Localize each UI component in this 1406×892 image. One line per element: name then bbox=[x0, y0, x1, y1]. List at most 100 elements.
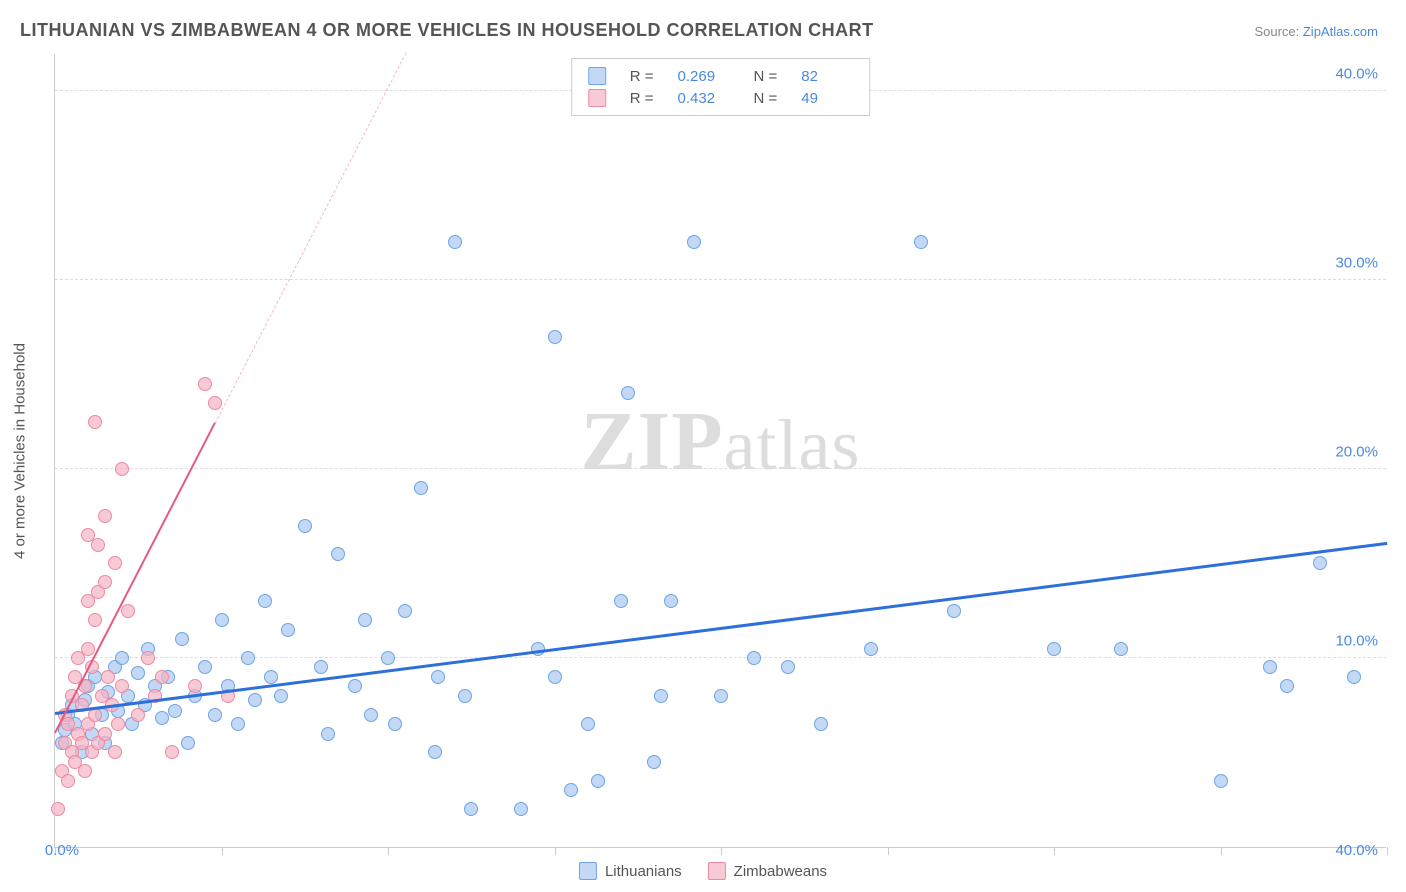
legend-n-value: 49 bbox=[801, 90, 853, 107]
data-point bbox=[264, 670, 278, 684]
x-tick bbox=[721, 847, 722, 855]
x-tick bbox=[555, 847, 556, 855]
data-point bbox=[108, 745, 122, 759]
chart-title: LITHUANIAN VS ZIMBABWEAN 4 OR MORE VEHIC… bbox=[20, 20, 874, 41]
legend-stats-row: R = 0.269N = 82 bbox=[588, 65, 854, 87]
legend-series-label: Zimbabweans bbox=[734, 863, 827, 880]
watermark-rest: atlas bbox=[724, 404, 861, 484]
data-point bbox=[208, 708, 222, 722]
data-point bbox=[464, 802, 478, 816]
data-point bbox=[98, 727, 112, 741]
data-point bbox=[514, 802, 528, 816]
legend-n-value: 82 bbox=[801, 68, 853, 85]
watermark-bold: ZIP bbox=[581, 394, 724, 487]
data-point bbox=[1280, 679, 1294, 693]
data-point bbox=[864, 642, 878, 656]
data-point bbox=[115, 462, 129, 476]
data-point bbox=[398, 604, 412, 618]
data-point bbox=[115, 679, 129, 693]
data-point bbox=[1263, 660, 1277, 674]
data-point bbox=[654, 689, 668, 703]
data-point bbox=[78, 764, 92, 778]
data-point bbox=[141, 651, 155, 665]
data-point bbox=[51, 802, 65, 816]
data-point bbox=[388, 717, 402, 731]
data-point bbox=[175, 632, 189, 646]
data-point bbox=[814, 717, 828, 731]
legend-series-item: Zimbabweans bbox=[708, 862, 827, 880]
y-tick-label: 20.0% bbox=[1335, 443, 1378, 460]
chart-area: 4 or more Vehicles in Household ZIPatlas… bbox=[54, 54, 1386, 848]
data-point bbox=[91, 538, 105, 552]
data-point bbox=[101, 670, 115, 684]
data-point bbox=[81, 642, 95, 656]
data-point bbox=[198, 660, 212, 674]
data-point bbox=[231, 717, 245, 731]
data-point bbox=[947, 604, 961, 618]
y-tick-label: 30.0% bbox=[1335, 254, 1378, 271]
data-point bbox=[364, 708, 378, 722]
data-point bbox=[548, 330, 562, 344]
data-point bbox=[115, 651, 129, 665]
data-point bbox=[548, 670, 562, 684]
data-point bbox=[281, 623, 295, 637]
legend-n-label: N = bbox=[754, 90, 778, 107]
x-tick bbox=[388, 847, 389, 855]
data-point bbox=[1214, 774, 1228, 788]
x-tick bbox=[222, 847, 223, 855]
legend-r-value: 0.269 bbox=[678, 68, 730, 85]
data-point bbox=[348, 679, 362, 693]
plot-area: ZIPatlas R = 0.269N = 82R = 0.432N = 49 … bbox=[54, 54, 1386, 848]
y-tick-label: 40.0% bbox=[1335, 65, 1378, 82]
legend-r-label: R = bbox=[630, 68, 654, 85]
data-point bbox=[248, 693, 262, 707]
data-point bbox=[614, 594, 628, 608]
data-point bbox=[1347, 670, 1361, 684]
data-point bbox=[131, 666, 145, 680]
data-point bbox=[381, 651, 395, 665]
trendline-dashed bbox=[214, 52, 406, 423]
data-point bbox=[181, 736, 195, 750]
data-point bbox=[621, 386, 635, 400]
data-point bbox=[258, 594, 272, 608]
x-tick bbox=[1221, 847, 1222, 855]
y-tick-label: 10.0% bbox=[1335, 632, 1378, 649]
gridline bbox=[55, 468, 1386, 469]
data-point bbox=[121, 604, 135, 618]
x-tick bbox=[1387, 847, 1388, 855]
source-link[interactable]: ZipAtlas.com bbox=[1303, 24, 1378, 39]
source-prefix: Source: bbox=[1254, 24, 1302, 39]
data-point bbox=[131, 708, 145, 722]
data-point bbox=[188, 679, 202, 693]
data-point bbox=[321, 727, 335, 741]
watermark: ZIPatlas bbox=[581, 392, 861, 489]
data-point bbox=[88, 613, 102, 627]
data-point bbox=[298, 519, 312, 533]
source-attribution: Source: ZipAtlas.com bbox=[1254, 24, 1378, 39]
data-point bbox=[747, 651, 761, 665]
data-point bbox=[331, 547, 345, 561]
data-point bbox=[61, 774, 75, 788]
data-point bbox=[431, 670, 445, 684]
data-point bbox=[208, 396, 222, 410]
data-point bbox=[414, 481, 428, 495]
legend-stats-row: R = 0.432N = 49 bbox=[588, 87, 854, 109]
data-point bbox=[1313, 556, 1327, 570]
legend-stats: R = 0.269N = 82R = 0.432 N = 49 bbox=[571, 58, 871, 116]
legend-series-label: Lithuanians bbox=[605, 863, 682, 880]
legend-swatch bbox=[588, 67, 606, 85]
legend-swatch bbox=[588, 89, 606, 107]
data-point bbox=[198, 377, 212, 391]
data-point bbox=[647, 755, 661, 769]
data-point bbox=[687, 235, 701, 249]
data-point bbox=[914, 235, 928, 249]
legend-series: Lithuanians Zimbabweans bbox=[579, 862, 827, 880]
data-point bbox=[274, 689, 288, 703]
data-point bbox=[564, 783, 578, 797]
data-point bbox=[1114, 642, 1128, 656]
data-point bbox=[448, 235, 462, 249]
data-point bbox=[664, 594, 678, 608]
data-point bbox=[428, 745, 442, 759]
legend-r-value: 0.432 bbox=[678, 90, 730, 107]
gridline bbox=[55, 279, 1386, 280]
